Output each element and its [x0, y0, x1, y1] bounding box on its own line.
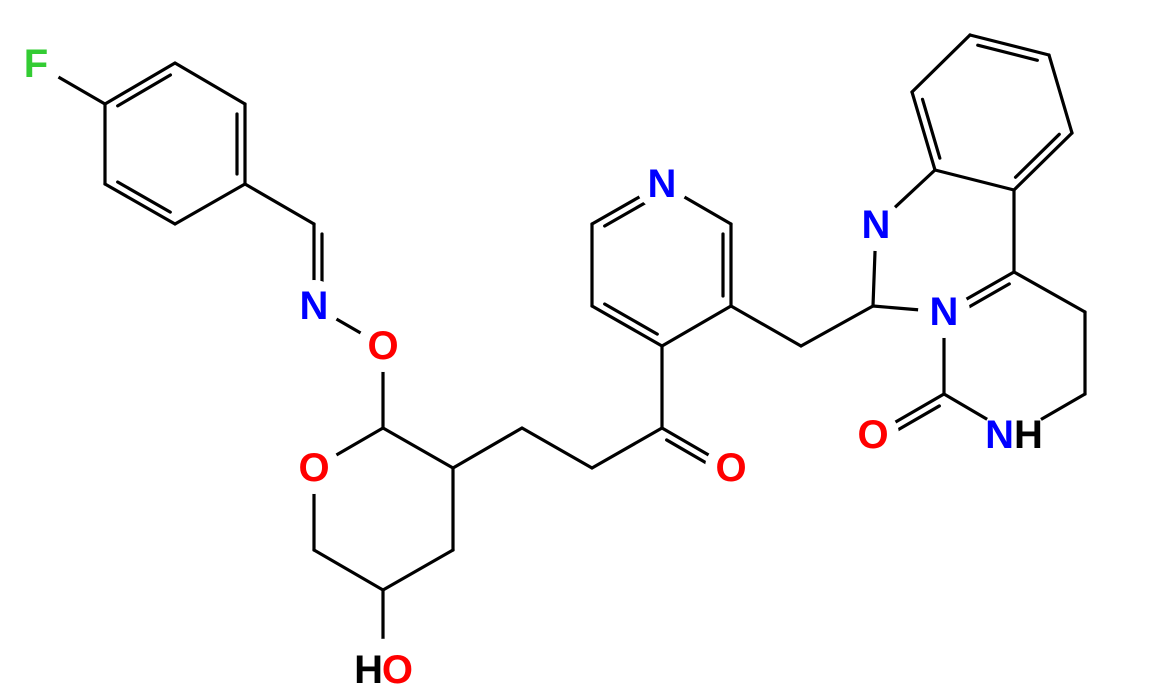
bond — [892, 170, 935, 210]
bond — [662, 306, 731, 346]
bond — [105, 184, 175, 224]
atom-label: N — [930, 290, 959, 334]
bond — [912, 35, 970, 92]
bond — [245, 184, 314, 224]
bond — [383, 550, 453, 590]
bond — [453, 428, 522, 468]
bond — [923, 99, 940, 158]
bond — [592, 428, 662, 468]
bond — [681, 195, 731, 224]
bond — [731, 306, 801, 346]
bond — [801, 306, 873, 346]
bond — [1014, 133, 1072, 190]
bond — [1014, 272, 1085, 312]
bond — [105, 63, 175, 104]
atom-label: HO — [354, 648, 413, 692]
atom-label: O — [857, 413, 888, 457]
bond — [1049, 55, 1072, 133]
bond — [935, 170, 1014, 190]
bond — [873, 247, 875, 306]
bond — [978, 45, 1038, 60]
bond — [314, 550, 383, 590]
bond — [592, 306, 662, 346]
bond — [175, 184, 245, 224]
bond — [383, 428, 453, 468]
atom-label: NH — [985, 413, 1043, 457]
atom-label: O — [367, 324, 398, 368]
atom-label: O — [715, 446, 746, 490]
atom-label: N — [862, 203, 891, 247]
atom-label: F — [24, 42, 48, 86]
atom-label: N — [648, 162, 677, 206]
atom-labels-layer: FNOOHOONNNONH — [10, 38, 1045, 695]
bond — [1016, 134, 1060, 177]
bonds-layer — [55, 35, 1085, 648]
bond — [333, 428, 383, 457]
bond — [333, 317, 364, 335]
bond — [175, 63, 245, 104]
bond — [522, 428, 592, 468]
atom-label: O — [298, 446, 329, 490]
bond — [873, 306, 922, 310]
atom-label: N — [300, 284, 329, 328]
bond — [55, 75, 105, 104]
